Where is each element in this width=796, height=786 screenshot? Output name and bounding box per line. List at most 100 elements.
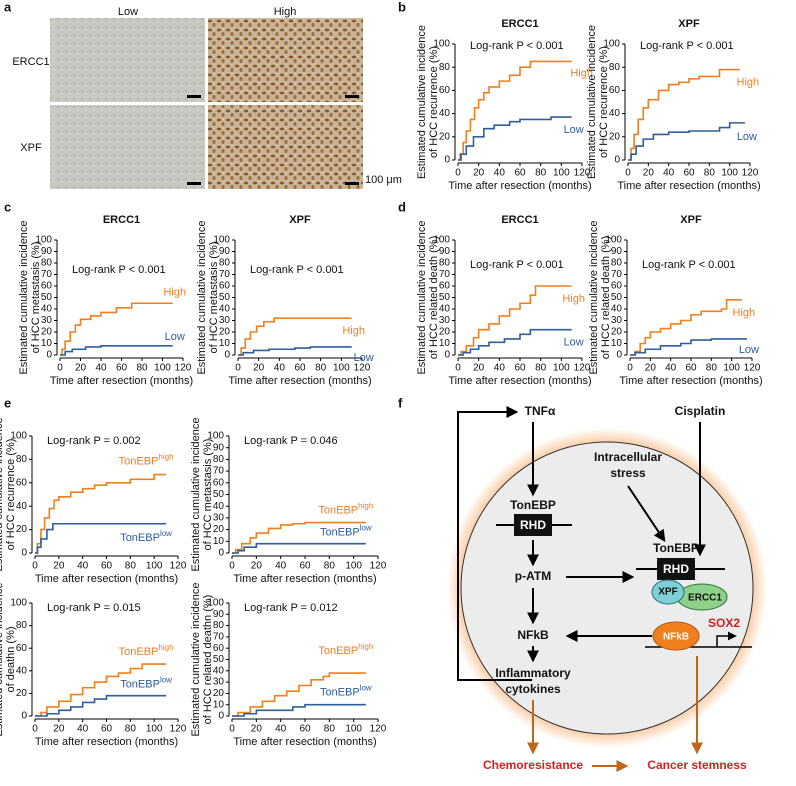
y-tick-label: 80	[439, 258, 451, 269]
y-tick-label: 70	[213, 632, 225, 643]
chart-title: XPF	[678, 18, 700, 30]
x-tick-label: 40	[494, 168, 506, 179]
y-tick-label: 80	[16, 620, 28, 631]
y-axis-label: of HCC recurrence (%)	[5, 439, 17, 551]
annotation: Log-rank P < 0.001	[250, 264, 344, 276]
km-curve	[35, 694, 167, 717]
y-tick-label: 30	[611, 315, 623, 326]
y-tick-label: 40	[611, 304, 623, 315]
y-tick-label: 10	[213, 699, 225, 710]
km-curve	[232, 521, 366, 554]
node-label: SOX2	[708, 616, 740, 630]
y-tick-label: 0	[616, 350, 622, 361]
x-tick-label: 100	[723, 363, 740, 374]
series-name: TonEBP	[119, 456, 159, 468]
node-label: TonEBP	[510, 498, 556, 512]
y-tick-label: 10	[439, 338, 451, 349]
y-tick-label: 0	[614, 155, 620, 166]
y-axis-label: Estimated cumulative incidence	[586, 25, 598, 179]
y-axis-label: of HCC related death (%)	[428, 236, 440, 360]
node-label: cytokines	[505, 682, 561, 696]
x-tick-label: 60	[685, 363, 697, 374]
y-axis-label: of HCC recurrence (%)	[598, 46, 610, 158]
y-tick-label: 40	[439, 304, 451, 315]
x-tick-label: 0	[455, 168, 461, 179]
series-label: High	[733, 307, 756, 319]
x-tick-label: 20	[473, 363, 485, 374]
x-axis-label: Time after resection (months)	[35, 736, 178, 748]
micrograph	[208, 105, 363, 189]
x-tick-label: 40	[275, 561, 287, 572]
y-axis-label: of HCC recurrence (%)	[428, 46, 440, 158]
node-label: NFkB	[517, 628, 549, 642]
series-name: High	[733, 307, 756, 319]
series-name-sup: low	[160, 528, 172, 537]
series-name: High	[562, 293, 585, 305]
x-tick-label: 80	[535, 363, 547, 374]
y-tick-label: 30	[213, 677, 225, 688]
km-curve	[458, 328, 572, 356]
y-tick-label: 80	[41, 258, 53, 269]
km-curve	[35, 473, 167, 554]
y-axis-label: Estimated cumulative incidence	[416, 220, 428, 374]
node-label: ERCC1	[688, 593, 722, 604]
series-label: TonEBPlow	[320, 523, 372, 538]
y-tick-label: 40	[16, 665, 28, 676]
y-tick-label: 60	[41, 281, 53, 292]
x-tick-label: 60	[101, 561, 113, 572]
y-tick-label: 50	[213, 489, 225, 500]
y-axis-label: Estimated cumulative incidence	[190, 417, 202, 571]
column-label: Low	[118, 6, 138, 18]
x-tick-label: 0	[229, 561, 235, 572]
x-tick-label: 60	[514, 168, 526, 179]
km-curve	[60, 302, 173, 356]
xpf-shape	[651, 579, 685, 605]
x-tick-label: 120	[370, 724, 387, 735]
km-curve	[458, 116, 572, 161]
x-tick-label: 20	[251, 561, 263, 572]
series-label: TonEBPhigh	[318, 642, 373, 657]
chart-title: XPF	[680, 214, 702, 226]
series-name-sup: low	[160, 675, 172, 684]
rhd-box	[657, 558, 695, 580]
x-tick-label: 0	[625, 168, 631, 179]
y-tick-label: 70	[213, 466, 225, 477]
panel-label: b	[398, 0, 406, 14]
y-tick-label: 20	[609, 131, 621, 142]
x-tick-label: 20	[75, 363, 87, 374]
series-label: TonEBPhigh	[119, 643, 174, 658]
x-tick-label: 100	[146, 724, 163, 735]
y-tick-label: 40	[213, 665, 225, 676]
series-label: Low	[354, 352, 374, 364]
series-label: TonEBPlow	[120, 675, 172, 690]
chart-title: ERCC1	[501, 214, 538, 226]
x-tick-label: 20	[645, 363, 657, 374]
series-name-sup: low	[360, 523, 372, 532]
km-curve	[232, 703, 366, 717]
series-name: TonEBP	[318, 645, 358, 657]
x-axis-label: Time after resection (months)	[448, 375, 591, 387]
series-label: High	[737, 76, 760, 88]
x-tick-label: 100	[154, 363, 171, 374]
km-curve	[238, 317, 352, 356]
series-name: High	[737, 76, 760, 88]
y-tick-label: 100	[10, 598, 27, 609]
row-label: ERCC1	[12, 56, 49, 68]
x-tick-label: 20	[473, 168, 485, 179]
series-name-sup: high	[158, 452, 173, 461]
node-label: Inflammatory	[495, 666, 571, 680]
y-axis-label: of HCC related death (%)	[600, 236, 612, 360]
y-tick-label: 60	[219, 281, 231, 292]
x-axis-label: Time after resection (months)	[50, 375, 193, 387]
x-tick-label: 60	[514, 363, 526, 374]
x-tick-label: 120	[574, 168, 591, 179]
y-tick-label: 100	[603, 39, 620, 50]
x-tick-label: 20	[53, 561, 65, 572]
x-tick-label: 100	[333, 363, 350, 374]
annotation: Log-rank P < 0.001	[642, 259, 736, 271]
x-axis-label: Time after resection (months)	[233, 736, 376, 748]
x-tick-label: 0	[627, 363, 633, 374]
y-tick-label: 40	[219, 304, 231, 315]
node-label: Intracellular	[594, 450, 662, 464]
y-axis-label: of HCC metastasis (%)	[30, 242, 42, 354]
